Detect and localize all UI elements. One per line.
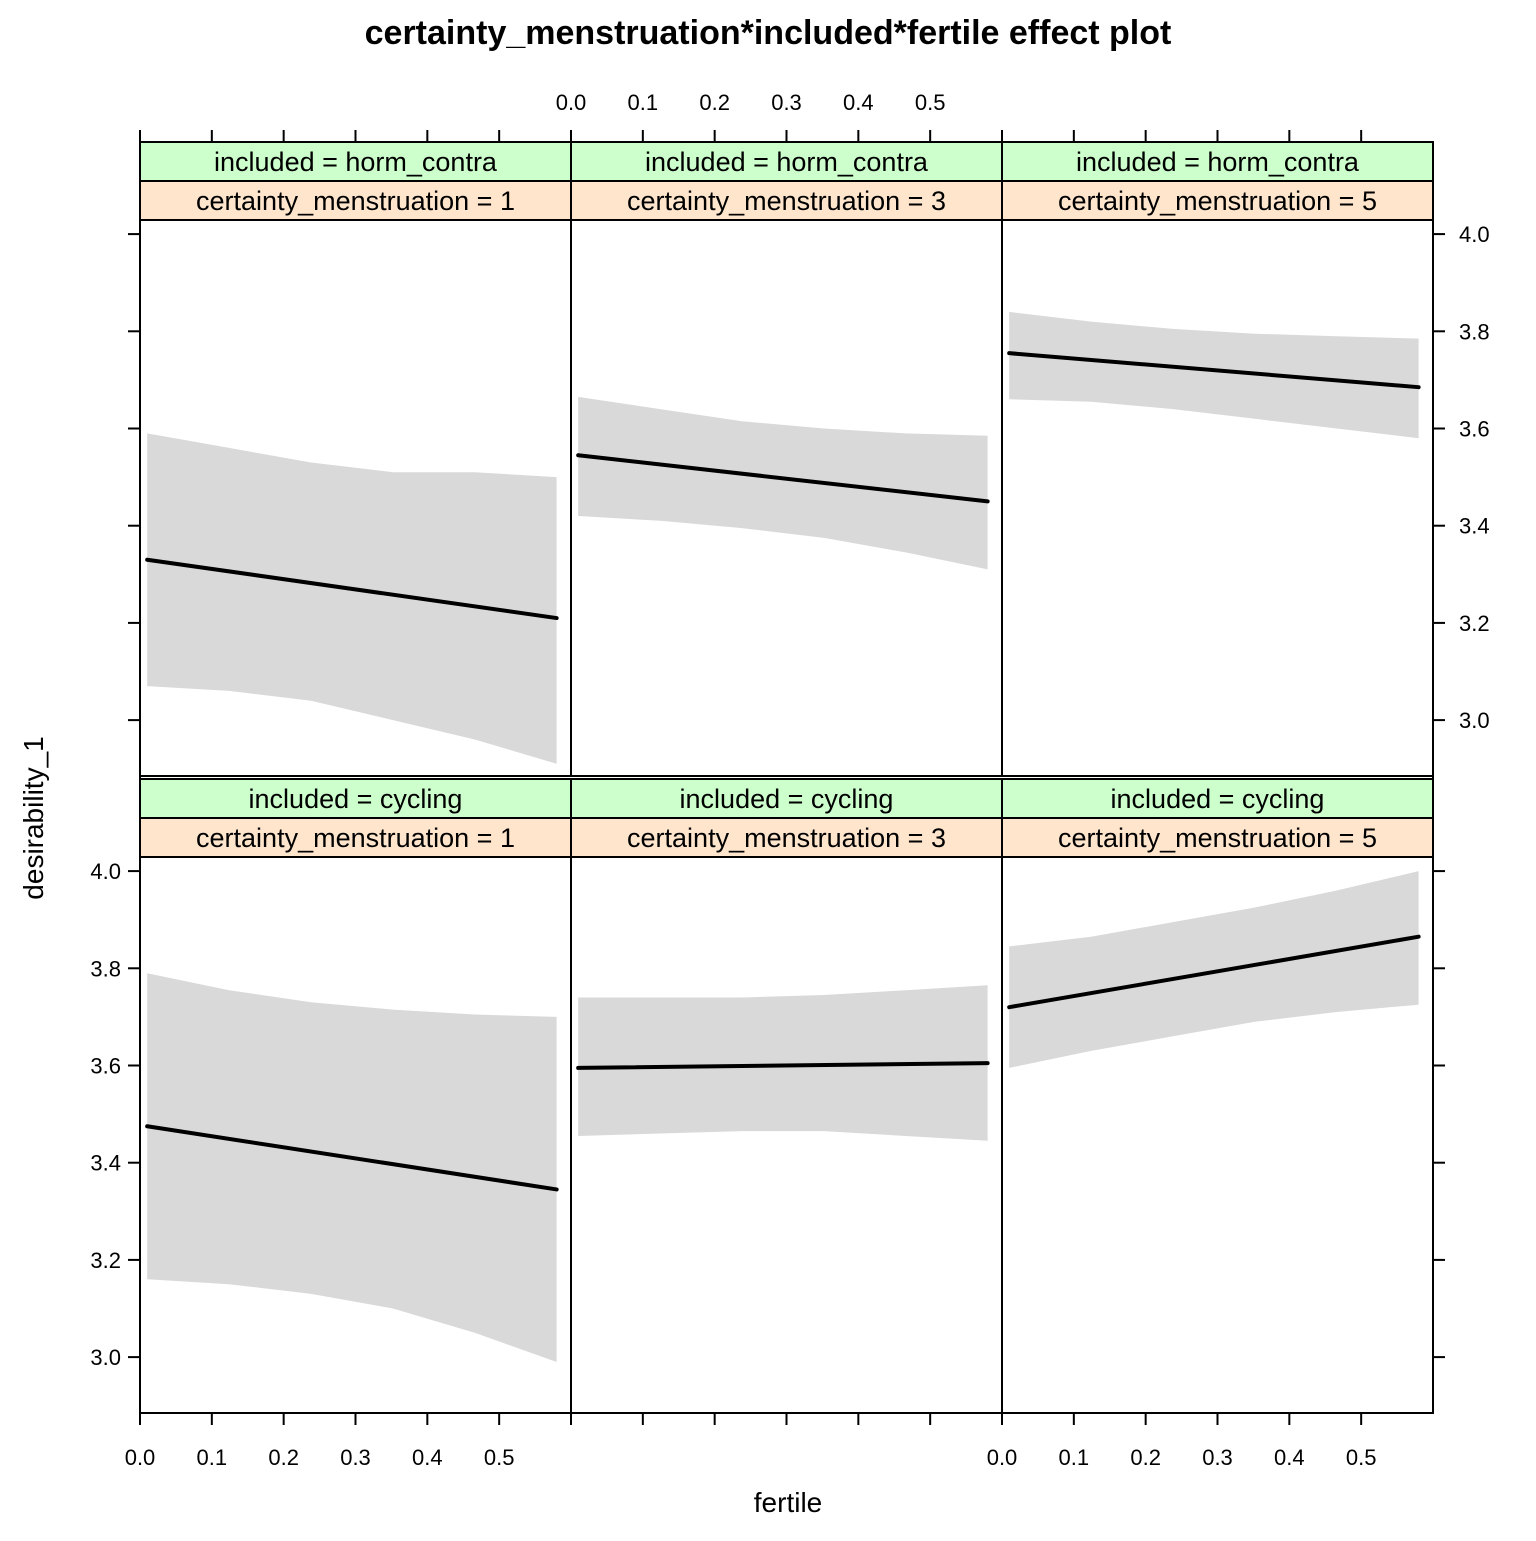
confidence-band	[147, 433, 557, 764]
confidence-band	[1009, 311, 1419, 439]
y-tick-label: 3.2	[90, 1248, 121, 1273]
x-tick-label: 0.0	[987, 1445, 1018, 1470]
x-tick-label: 0.0	[125, 1445, 156, 1470]
strip-included-bg	[570, 141, 1003, 182]
chart-title: certainty_menstruation*included*fertile …	[365, 14, 1172, 52]
panel-5: included = cycling certainty_menstruation…	[1001, 778, 1434, 1414]
strip-included-bg	[139, 778, 572, 819]
strip-included-label: included = horm_contra	[1076, 147, 1360, 177]
y-tick-label: 4.0	[90, 859, 121, 884]
strip-included-label: included = horm_contra	[645, 147, 929, 177]
y-tick-label: 3.2	[1459, 611, 1490, 636]
strip-certainty-label: certainty_menstruation = 3	[627, 186, 946, 216]
strip-certainty-label: certainty_menstruation = 5	[1058, 186, 1377, 216]
y-tick-label: 3.4	[90, 1151, 121, 1176]
strip-included-bg	[1001, 778, 1434, 819]
panel-border	[1001, 219, 1434, 777]
y-tick-label: 4.0	[1459, 222, 1490, 247]
confidence-band	[578, 396, 988, 570]
fit-line	[1007, 351, 1421, 390]
strip-included-label: included = cycling	[1111, 784, 1325, 814]
strip-included-label: included = horm_contra	[214, 147, 498, 177]
x-tick-label: 0.4	[843, 90, 874, 115]
confidence-band	[1009, 871, 1419, 1068]
y-tick-label: 3.0	[1459, 708, 1490, 733]
x-tick-label: 0.3	[1202, 1445, 1233, 1470]
x-tick-label: 0.3	[771, 90, 802, 115]
x-tick-label: 0.5	[484, 1445, 515, 1470]
strip-included-label: included = cycling	[680, 784, 894, 814]
x-tick-label: 0.2	[1130, 1445, 1161, 1470]
x-tick-label: 0.5	[1346, 1445, 1377, 1470]
strip-certainty-bg	[139, 180, 572, 221]
strip-included-bg	[570, 778, 1003, 819]
panel-2: included = horm_contra certainty_menstrua…	[1001, 141, 1434, 777]
strip-certainty-label: certainty_menstruation = 5	[1058, 823, 1377, 853]
y-tick-label: 3.8	[90, 956, 121, 981]
confidence-band	[147, 973, 557, 1362]
x-tick-label: 0.2	[699, 90, 730, 115]
strip-included-bg	[1001, 141, 1434, 182]
x-tick-label: 0.1	[628, 90, 659, 115]
x-tick-label: 0.1	[197, 1445, 228, 1470]
strip-certainty-label: certainty_menstruation = 1	[196, 823, 515, 853]
x-axis-label: fertile	[754, 1487, 822, 1518]
fit-line	[145, 1124, 559, 1192]
x-tick-label: 0.4	[1274, 1445, 1305, 1470]
y-tick-label: 3.0	[90, 1345, 121, 1370]
y-axis-label: desirability_1	[18, 736, 49, 899]
fit-line	[576, 453, 990, 504]
strip-certainty-bg	[570, 817, 1003, 858]
x-tick-label: 0.3	[340, 1445, 371, 1470]
fit-line	[576, 1061, 990, 1070]
panel-4: included = cycling certainty_menstruation…	[570, 778, 1003, 1414]
strip-certainty-label: certainty_menstruation = 3	[627, 823, 946, 853]
x-tick-label: 0.5	[915, 90, 946, 115]
panel-3: included = cycling certainty_menstruation…	[139, 778, 572, 1414]
y-tick-label: 3.6	[1459, 417, 1490, 442]
y-tick-label: 3.8	[1459, 319, 1490, 344]
strip-certainty-bg	[1001, 180, 1434, 221]
panels-layer: included = horm_contra certainty_menstrua…	[139, 141, 1434, 1414]
panel-0: included = horm_contra certainty_menstrua…	[139, 141, 572, 777]
x-tick-label: 0.0	[556, 90, 587, 115]
x-tick-label: 0.4	[412, 1445, 443, 1470]
strip-certainty-bg	[139, 817, 572, 858]
x-tick-label: 0.1	[1059, 1445, 1090, 1470]
y-tick-label: 3.6	[90, 1054, 121, 1079]
axes-layer: 0.0 0.1 0.2 0.3 0.4 0.5 0.0 0.1 0.2 0.3 0.4 0.5 0.0 0…	[90, 90, 1489, 1470]
x-tick-label: 0.2	[268, 1445, 299, 1470]
strip-certainty-bg	[570, 180, 1003, 221]
fit-line	[145, 557, 559, 621]
panel-1: included = horm_contra certainty_menstrua…	[570, 141, 1003, 777]
fit-line	[1007, 934, 1421, 1010]
strip-included-label: included = cycling	[249, 784, 463, 814]
confidence-band	[578, 985, 988, 1141]
strip-certainty-label: certainty_menstruation = 1	[196, 186, 515, 216]
y-tick-label: 3.4	[1459, 514, 1490, 539]
